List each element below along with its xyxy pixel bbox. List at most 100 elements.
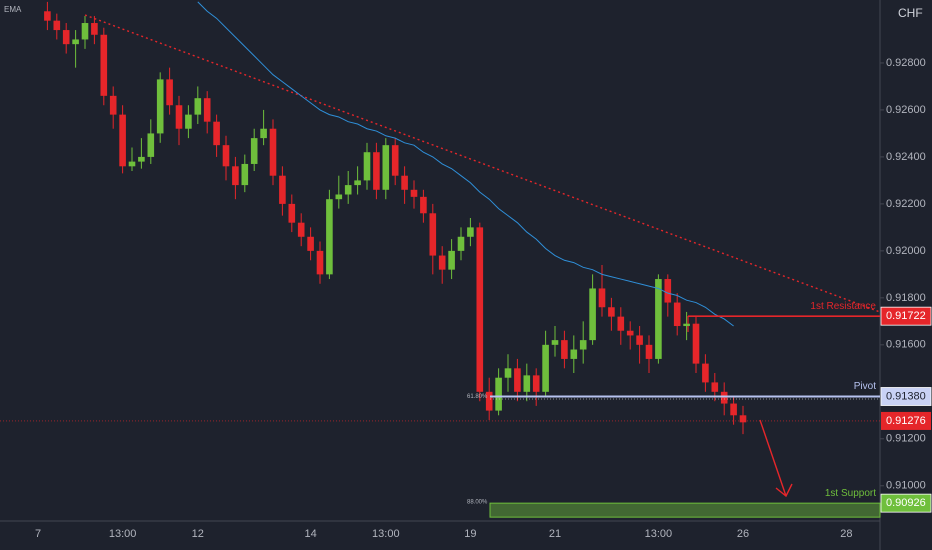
candle-body bbox=[495, 377, 502, 411]
y-tick-label: 0.91000 bbox=[886, 480, 926, 492]
candle-body bbox=[213, 121, 220, 146]
candle-body bbox=[175, 105, 183, 129]
candle-body bbox=[476, 227, 484, 392]
candle-body bbox=[128, 161, 136, 167]
x-tick-label: 13:00 bbox=[645, 528, 673, 540]
candle-body bbox=[260, 128, 267, 139]
candle-body bbox=[702, 363, 709, 383]
candle-body bbox=[250, 138, 258, 164]
y-tick-label: 0.92800 bbox=[886, 57, 926, 69]
candle-body bbox=[194, 98, 202, 115]
y-tick-label: 0.92000 bbox=[886, 245, 926, 257]
candle-body bbox=[636, 335, 643, 345]
candle-body bbox=[166, 79, 173, 106]
candle-body bbox=[401, 175, 408, 190]
candle-body bbox=[720, 391, 728, 404]
trendline bbox=[84, 14, 881, 313]
candle-body bbox=[138, 156, 145, 162]
candle-body bbox=[683, 323, 690, 327]
candle-body bbox=[232, 166, 239, 186]
level-badge bbox=[880, 387, 932, 406]
candle-body bbox=[100, 34, 108, 96]
candle-body bbox=[81, 23, 89, 40]
indicator-label: EMA bbox=[4, 5, 22, 14]
candle-body bbox=[692, 323, 700, 364]
y-tick-label: 0.92600 bbox=[886, 104, 926, 116]
level-price-label: 0.90926 bbox=[886, 497, 926, 509]
candle-body bbox=[561, 340, 568, 359]
level-badge bbox=[880, 493, 932, 513]
level-name: 1st Resistance bbox=[810, 301, 876, 312]
x-tick-label: 14 bbox=[304, 528, 316, 540]
candle-body bbox=[147, 133, 155, 157]
candle-body bbox=[62, 30, 70, 45]
level-badge bbox=[880, 306, 932, 326]
candle-body bbox=[72, 39, 79, 45]
x-tick-label: 13:00 bbox=[109, 528, 137, 540]
y-tick-label: 0.91600 bbox=[886, 339, 926, 351]
candle-body bbox=[91, 23, 98, 35]
candle-body bbox=[739, 415, 747, 423]
x-tick-label: 7 bbox=[35, 528, 41, 540]
candle-body bbox=[542, 344, 549, 392]
candle-body bbox=[203, 98, 211, 122]
y-tick-label: 0.92200 bbox=[886, 198, 926, 210]
candle-body bbox=[655, 279, 662, 359]
candle-body bbox=[156, 79, 164, 134]
candle-body bbox=[44, 11, 51, 21]
candle-body bbox=[664, 279, 672, 303]
x-tick-label: 21 bbox=[549, 528, 561, 540]
candle-body bbox=[504, 368, 512, 378]
candle-body bbox=[457, 236, 465, 251]
x-tick-label: 28 bbox=[840, 528, 852, 540]
candle-body bbox=[119, 114, 126, 167]
candle-body bbox=[109, 95, 117, 115]
candle-body bbox=[297, 222, 305, 237]
candle-body bbox=[373, 152, 380, 190]
fib-label: 88.00% bbox=[467, 500, 488, 506]
candle-body bbox=[382, 145, 390, 190]
fib-label: 61.80% bbox=[467, 394, 488, 400]
candle-body bbox=[448, 250, 455, 270]
candle-body bbox=[485, 391, 493, 411]
candle-body bbox=[589, 288, 596, 341]
y-tick-label: 0.92400 bbox=[886, 151, 926, 163]
candle-body bbox=[344, 185, 352, 195]
candle-body bbox=[514, 368, 521, 392]
candle-body bbox=[326, 199, 333, 275]
candle-body bbox=[53, 20, 61, 31]
y-tick-label: 0.91200 bbox=[886, 433, 926, 445]
level-price-label: 0.91380 bbox=[886, 390, 926, 402]
level-name: 1st Support bbox=[825, 488, 876, 499]
candle-body bbox=[617, 316, 625, 331]
level-name: Pivot bbox=[854, 381, 876, 392]
x-tick-label: 13:00 bbox=[372, 528, 400, 540]
last-price-badge bbox=[881, 411, 931, 430]
x-tick-label: 26 bbox=[737, 528, 749, 540]
candle-body bbox=[391, 145, 399, 176]
candle-body bbox=[570, 349, 578, 359]
candle-body bbox=[645, 344, 653, 359]
candle-body bbox=[730, 403, 737, 416]
arrow bbox=[759, 419, 793, 498]
candle-body bbox=[269, 128, 277, 176]
level-price-label: 0.91722 bbox=[886, 310, 926, 322]
support-zone bbox=[489, 502, 881, 518]
candle-body bbox=[626, 330, 634, 336]
candle-body bbox=[185, 114, 192, 129]
candle-body bbox=[410, 189, 418, 197]
candle-body bbox=[307, 236, 314, 251]
candle-body bbox=[438, 255, 446, 270]
candle-body bbox=[551, 340, 559, 345]
candle-body bbox=[467, 227, 474, 237]
candle-body bbox=[523, 375, 531, 392]
candle-body bbox=[241, 163, 249, 186]
candle-body bbox=[598, 288, 606, 308]
candle-body bbox=[279, 175, 286, 204]
candle-body bbox=[579, 340, 587, 350]
candle-body bbox=[673, 302, 681, 327]
x-tick-label: 19 bbox=[464, 528, 476, 540]
candle-body bbox=[532, 375, 540, 392]
